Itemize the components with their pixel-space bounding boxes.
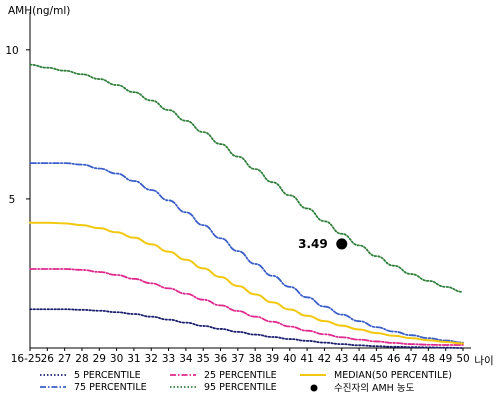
x-tick-label: 41 xyxy=(300,353,313,365)
x-tick-label: 44 xyxy=(352,353,366,365)
x-tick-label: 34 xyxy=(179,353,193,365)
series-line-4 xyxy=(29,221,464,345)
x-tick-label: 39 xyxy=(266,353,279,365)
x-tick-label: 46 xyxy=(387,353,401,365)
x-tick-label: 48 xyxy=(422,353,435,365)
x-tick-label: 42 xyxy=(318,353,331,365)
y-tick-label: 5 xyxy=(9,194,16,206)
x-tick-label: 16-25 xyxy=(11,353,42,365)
patient-amh-value-label: 3.49 xyxy=(298,237,328,251)
x-tick-label: 37 xyxy=(231,353,244,365)
x-tick-label: 49 xyxy=(439,353,452,365)
legend-marker-swatch xyxy=(310,384,318,392)
patient-amh-point xyxy=(336,238,348,250)
legend-marker-label: 수진자의 AMH 농도 xyxy=(334,383,415,394)
legend-label-3: 95 PERCENTILE xyxy=(204,382,277,393)
legend-label-4: MEDIAN(50 PERCENTILE) xyxy=(334,370,452,381)
series-line-2 xyxy=(29,268,464,346)
x-axis-title: 나이 xyxy=(474,355,493,367)
x-tick-label: 26 xyxy=(41,353,55,365)
y-tick-label: 10 xyxy=(5,45,18,57)
legend-label-0: 5 PERCENTILE xyxy=(74,370,141,381)
x-tick-label: 29 xyxy=(93,353,106,365)
x-tick-label: 32 xyxy=(145,353,158,365)
legend-label-2: 25 PERCENTILE xyxy=(204,370,277,381)
x-tick-label: 47 xyxy=(404,353,417,365)
x-tick-label: 50 xyxy=(456,353,469,365)
x-tick-label: 45 xyxy=(370,353,383,365)
series-line-3 xyxy=(29,63,464,293)
x-tick-label: 30 xyxy=(110,353,123,365)
x-tick-label: 33 xyxy=(162,353,175,365)
series-layer xyxy=(29,63,464,349)
legend-label-1: 75 PERCENTILE xyxy=(74,382,147,393)
series-line-0 xyxy=(29,308,464,349)
x-tick-label: 28 xyxy=(75,353,88,365)
x-tick-label: 31 xyxy=(127,353,140,365)
x-tick-label: 36 xyxy=(214,353,228,365)
x-tick-label: 27 xyxy=(58,353,71,365)
axes-layer: AMH(ng/ml) 5 10 16-25 26 27 28 29 30 31 32 33 34 35 36… xyxy=(5,5,493,367)
x-tick-label: 43 xyxy=(335,353,348,365)
x-tick-label: 35 xyxy=(197,353,210,365)
x-tick-label: 40 xyxy=(283,353,296,365)
marker-layer: 3.49 xyxy=(298,237,348,251)
x-tick-label: 38 xyxy=(248,353,261,365)
y-axis-title: AMH(ng/ml) xyxy=(8,5,70,17)
series-line-1 xyxy=(29,162,464,344)
